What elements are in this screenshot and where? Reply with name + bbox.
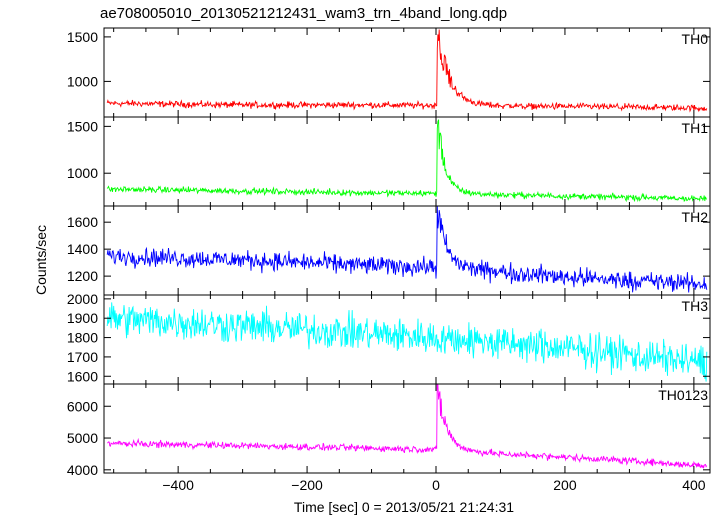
y-tick-label: 2000 [67,291,98,307]
x-axis-label: Time [sec] 0 = 2013/05/21 21:24:31 [294,499,514,515]
panel-th2: 1200 1400 1600 TH2 [67,205,711,296]
series-line-th0 [106,29,708,113]
x-tick-label: −200 [291,477,323,493]
panel-label-th2: TH2 [682,209,709,225]
panel-frame [103,205,711,296]
series-line-th1 [106,119,708,203]
series-line-th0123 [107,384,708,469]
x-tick-label: 200 [553,477,577,493]
y-tick-label: 1900 [67,310,98,326]
panel-label-th3: TH3 [682,298,709,314]
y-tick-label: 1200 [67,268,98,284]
y-axis-label: Counts/sec [33,225,49,295]
y-tick-label: 1000 [67,73,98,89]
y-tick-label: 1800 [67,330,98,346]
panel-label-th0: TH0 [682,31,709,47]
y-tick-label: 1500 [67,118,98,134]
y-tick-label: 6000 [67,398,98,414]
panel-label-th1: TH1 [682,120,709,136]
y-tick-label: 1000 [67,165,98,181]
y-tick-label: 1700 [67,349,98,365]
y-tick-label: 1500 [67,29,98,45]
y-tick-label: 1600 [67,368,98,384]
x-axis: −400 −200 0 200 400 [162,477,705,493]
x-tick-label: −400 [162,477,194,493]
y-tick-label: 4000 [67,462,98,478]
series-line-th3 [106,302,708,382]
panel-th3: 1600 1700 1800 1900 2000 TH3 [67,291,711,385]
panel-frame [103,383,711,474]
y-tick-label: 1400 [67,241,98,257]
panel-th1: 1000 1500 TH1 [67,116,711,207]
series-line-th2 [106,206,708,293]
panel-th0: 1000 1500 TH0 [67,27,711,118]
panel-label-th0123: TH0123 [658,387,708,403]
x-tick-label: 0 [432,477,440,493]
panel-th0123: 4000 5000 6000 TH0123 [67,383,711,478]
y-tick-label: 1600 [67,214,98,230]
panels: 1000 1500 TH0 1000 1500 TH1 1200 1400 1600 TH2 160… [67,27,711,478]
chart-title: ae708005010_20130521212431_wam3_trn_4ban… [100,5,507,22]
y-tick-label: 5000 [67,430,98,446]
x-tick-label: 400 [682,477,706,493]
